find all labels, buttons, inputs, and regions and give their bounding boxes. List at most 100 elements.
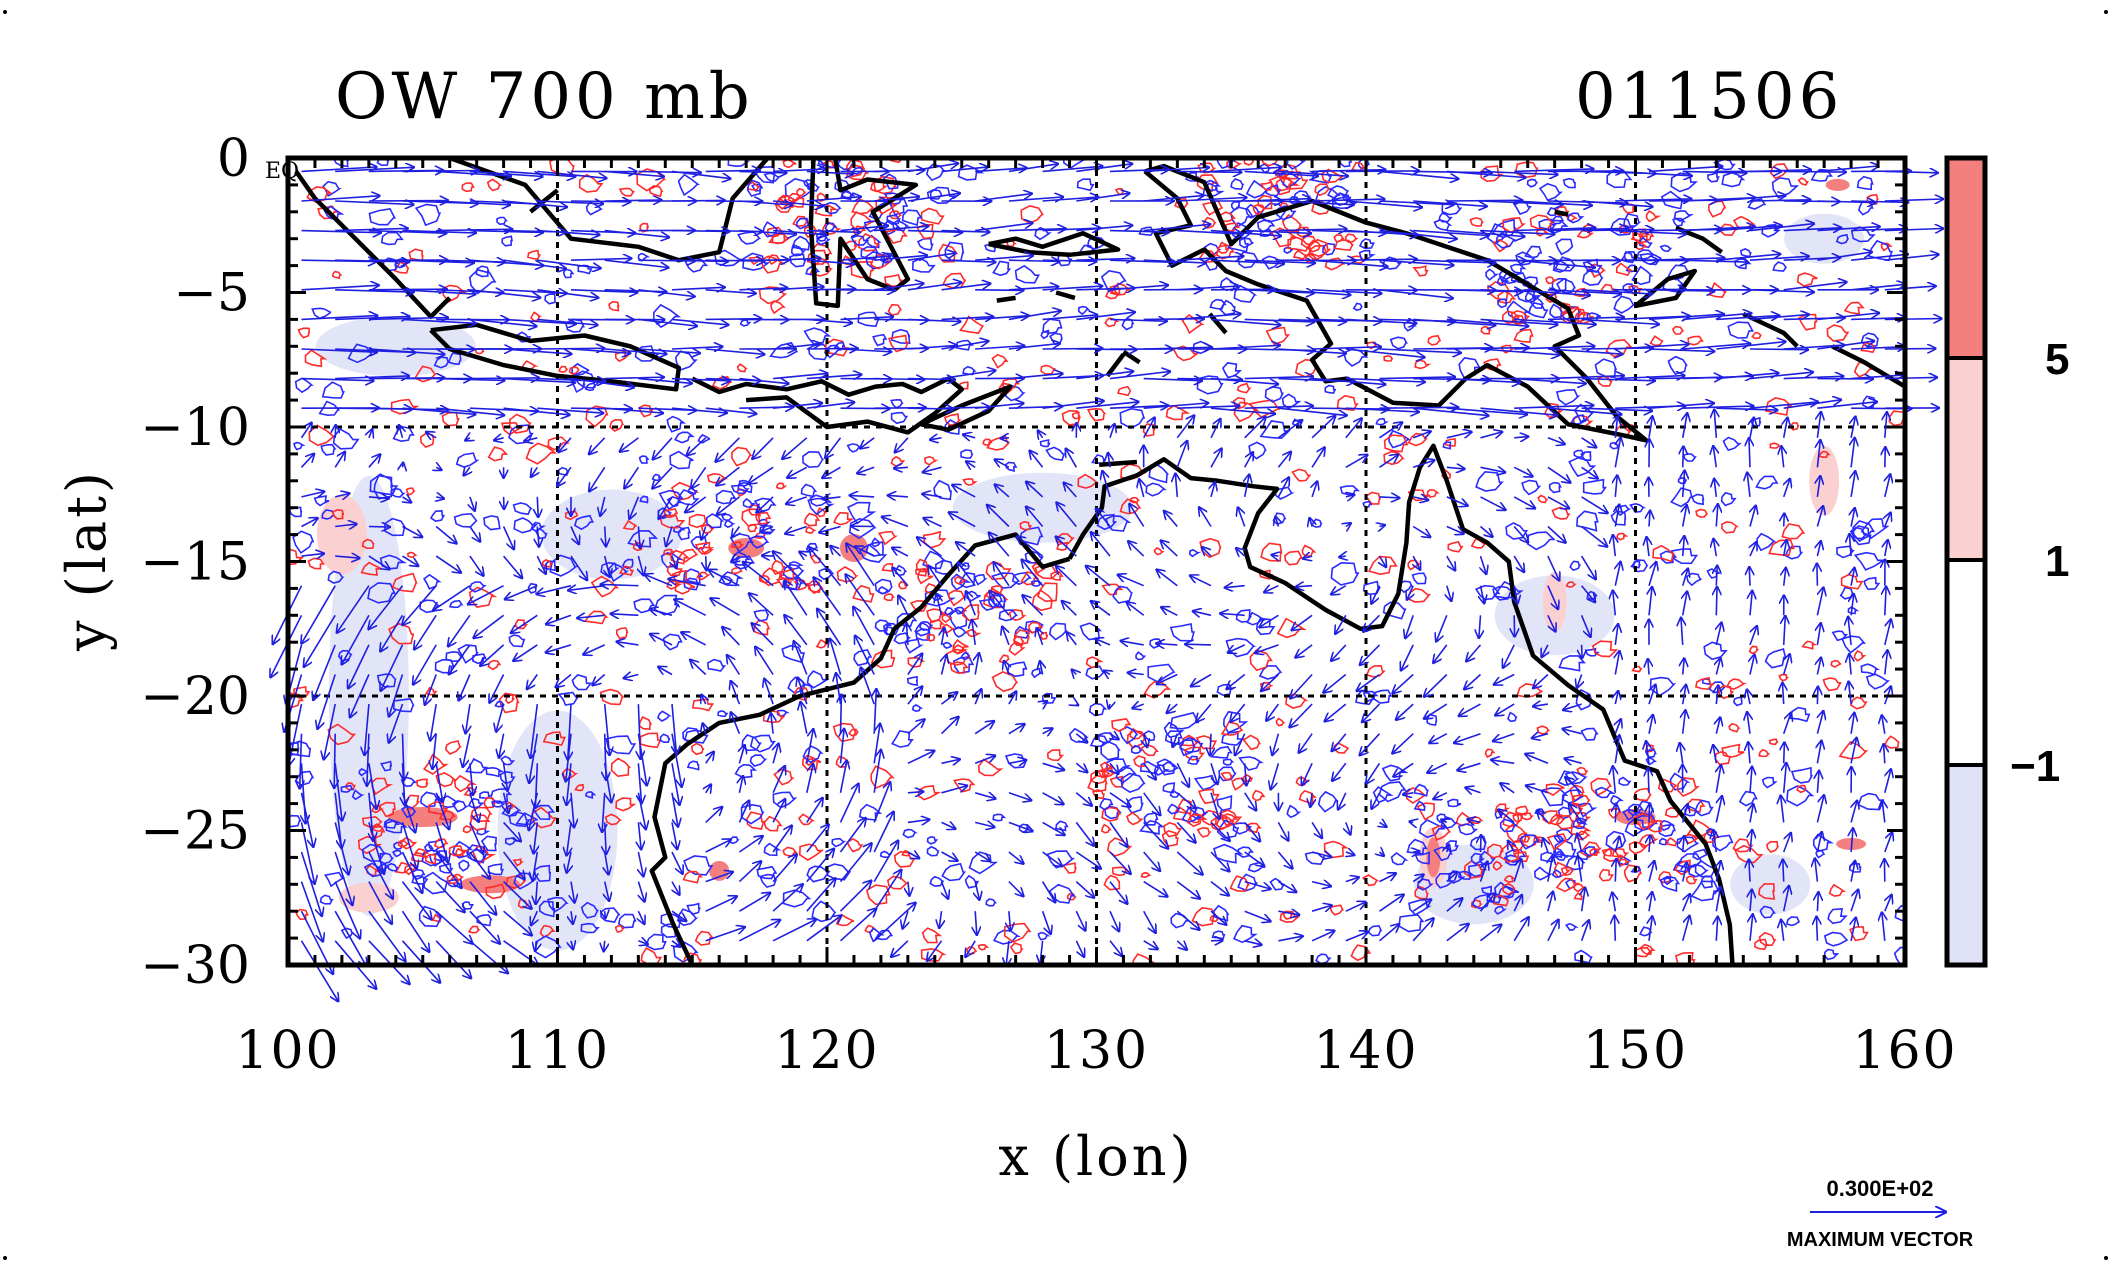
positive-contour — [1883, 735, 1900, 749]
negative-contour — [311, 307, 332, 320]
negative-contour — [542, 560, 556, 572]
wind-vector — [1817, 893, 1818, 912]
negative-contour — [1554, 839, 1577, 858]
negative-contour — [1042, 692, 1057, 704]
wind-vector — [1648, 769, 1649, 793]
positive-contour — [1469, 217, 1484, 227]
negative-contour — [1823, 948, 1840, 961]
positive-contour — [1601, 848, 1613, 857]
negative-contour — [950, 573, 972, 591]
positive-contour — [1362, 874, 1380, 887]
negative-contour — [1100, 270, 1127, 293]
negative-contour — [824, 222, 838, 233]
negative-contour — [1672, 217, 1686, 227]
positive-contour — [1657, 870, 1673, 884]
negative-contour — [1663, 877, 1675, 886]
negative-contour — [584, 382, 596, 392]
positive-contour — [926, 634, 936, 642]
positive-contour — [1853, 649, 1867, 662]
wind-vector — [1649, 805, 1650, 823]
negative-contour — [1496, 298, 1508, 309]
negative-contour — [1145, 482, 1167, 497]
x-tick-label: 110 — [505, 1021, 610, 1081]
positive-contour — [508, 413, 532, 434]
positive-contour — [1104, 317, 1120, 328]
negative-contour — [1605, 830, 1627, 851]
negative-contour — [1555, 238, 1574, 256]
negative-contour — [1457, 823, 1479, 836]
negative-contour — [496, 216, 508, 226]
negative-contour — [1568, 456, 1597, 478]
positive-contour — [1431, 824, 1452, 841]
positive-contour — [870, 765, 895, 789]
y-tick-label: −10 — [140, 398, 250, 458]
chart-title: OW 700 mb — [335, 60, 754, 134]
positive-contour — [888, 334, 910, 353]
positive-contour — [331, 508, 345, 520]
positive-contour — [820, 220, 842, 236]
positive-contour — [1383, 354, 1394, 362]
wind-vector — [1582, 644, 1583, 658]
positive-contour — [797, 813, 816, 826]
positive-contour — [1097, 769, 1111, 779]
positive-contour — [504, 693, 515, 705]
negative-contour — [1324, 384, 1337, 394]
reference-vector-label: MAXIMUM VECTOR — [1787, 1229, 1974, 1251]
negative-contour — [1219, 299, 1236, 316]
wind-vector — [841, 695, 842, 734]
positive-contour — [585, 405, 609, 428]
positive-contour — [1020, 205, 1045, 225]
negative-contour — [790, 244, 807, 257]
negative-contour — [332, 428, 360, 450]
negative-contour — [960, 449, 974, 459]
positive-contour — [539, 924, 556, 939]
negative-contour — [1694, 799, 1714, 817]
negative-contour — [1667, 264, 1690, 281]
high-ow-shading — [1426, 837, 1441, 878]
map-area — [271, 155, 1943, 1001]
positive-contour — [1652, 544, 1675, 563]
positive-contour — [883, 593, 895, 602]
negative-contour — [1034, 226, 1052, 241]
positive-contour — [1674, 951, 1696, 965]
wind-vector — [570, 408, 631, 409]
positive-contour — [498, 692, 520, 714]
positive-contour — [1199, 537, 1222, 559]
wind-vector — [1177, 171, 1241, 172]
positive-contour — [1695, 508, 1709, 518]
negative-contour — [1835, 233, 1850, 245]
negative-contour — [1721, 171, 1746, 188]
positive-contour — [1126, 811, 1145, 826]
negative-contour — [1433, 219, 1453, 232]
positive-contour — [1087, 774, 1108, 793]
high-ow-shading — [709, 860, 730, 881]
negative-contour — [1375, 417, 1389, 426]
wind-vector — [537, 496, 538, 517]
wind-vector — [1648, 660, 1649, 675]
positive-contour — [1826, 324, 1850, 342]
positive-contour — [1840, 573, 1864, 590]
wind-vector — [1379, 497, 1399, 498]
positive-contour — [1220, 721, 1244, 736]
negative-contour — [1622, 283, 1636, 293]
positive-contour — [1111, 718, 1132, 732]
positive-contour — [887, 303, 903, 316]
negative-contour — [964, 874, 980, 889]
negative-contour — [483, 515, 501, 531]
corner-dot — [2104, 1256, 2108, 1260]
negative-contour — [1120, 772, 1146, 793]
positive-contour — [773, 768, 795, 786]
positive-contour — [639, 732, 662, 749]
negative-contour — [929, 186, 957, 205]
positive-contour — [815, 639, 828, 649]
y-tick-label: −25 — [140, 802, 250, 862]
y-tick-label: −30 — [140, 936, 250, 996]
negative-contour — [1442, 441, 1452, 450]
wind-vector — [1109, 704, 1110, 708]
positive-contour — [525, 442, 558, 465]
negative-contour — [1580, 727, 1599, 741]
positive-contour — [1220, 771, 1233, 781]
positive-contour — [1569, 784, 1585, 802]
negative-contour — [1815, 849, 1826, 859]
